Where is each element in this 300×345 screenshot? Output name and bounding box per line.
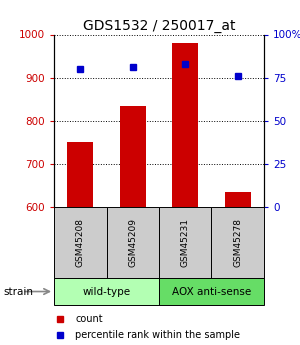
Text: GSM45231: GSM45231 [181, 218, 190, 267]
Bar [54, 278, 159, 305]
Bar [159, 207, 211, 278]
Text: wild-type: wild-type [82, 287, 130, 296]
Bar [67, 142, 93, 207]
Bar [106, 207, 159, 278]
Bar [120, 106, 146, 207]
Title: GDS1532 / 250017_at: GDS1532 / 250017_at [83, 19, 235, 33]
Bar [172, 43, 198, 207]
Text: GSM45209: GSM45209 [128, 218, 137, 267]
Text: GSM45278: GSM45278 [233, 218, 242, 267]
Text: percentile rank within the sample: percentile rank within the sample [75, 330, 240, 340]
Text: count: count [75, 314, 103, 324]
Bar [54, 207, 106, 278]
Text: GSM45208: GSM45208 [76, 218, 85, 267]
Bar [212, 207, 264, 278]
Bar [225, 192, 251, 207]
Text: AOX anti-sense: AOX anti-sense [172, 287, 251, 296]
Text: strain: strain [3, 287, 33, 296]
Bar [159, 278, 264, 305]
